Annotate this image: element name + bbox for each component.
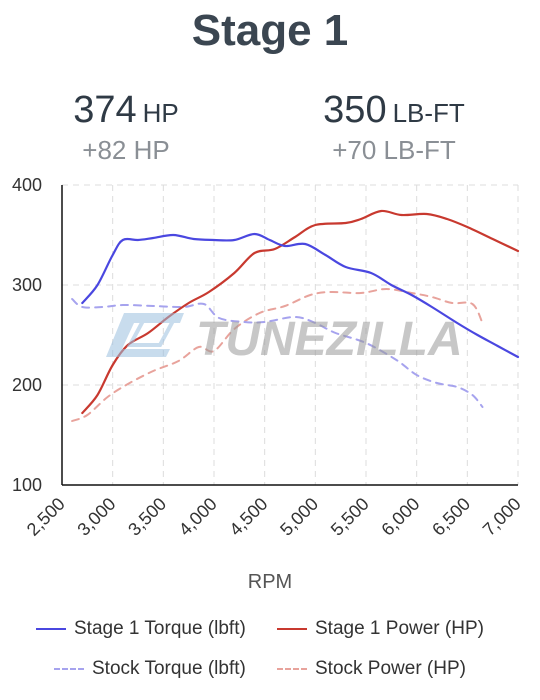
legend-swatch — [36, 628, 66, 630]
x-tick-label: 2,500 — [23, 494, 69, 540]
torque-value: 350 — [323, 89, 387, 131]
legend-swatch — [277, 668, 307, 670]
x-axis-title: RPM — [248, 571, 292, 593]
x-tick-label: 6,000 — [378, 494, 424, 540]
legend-label: Stock Torque (lbft) — [92, 658, 246, 679]
x-tick-label: 5,000 — [276, 494, 322, 540]
legend-item-stage1-torque[interactable]: Stage 1 Torque (lbft) — [36, 618, 246, 640]
x-tick-label: 7,000 — [479, 494, 525, 540]
x-tick-label: 4,000 — [175, 494, 221, 540]
legend-item-stage1-power[interactable]: Stage 1 Power (HP) — [277, 618, 484, 640]
legend-label: Stage 1 Power (HP) — [315, 618, 484, 639]
dyno-chart: 100 200 300 400 2,500 3,000 3,500 4,000 4,500 5,0… — [12, 175, 525, 593]
y-tick-label: 200 — [12, 375, 42, 395]
series-line-stock-torque — [71, 298, 484, 408]
torque-delta: +70 LB-FT — [332, 135, 456, 165]
y-tick-label: 400 — [12, 175, 42, 195]
x-tick-label: 3,000 — [74, 494, 120, 540]
series-line-stage1-torque — [81, 232, 520, 359]
legend-swatch — [277, 628, 307, 630]
legend-item-stock-power[interactable]: Stock Power (HP) — [277, 658, 466, 680]
hp-unit: HP — [142, 98, 179, 128]
hp-stat: 374 HP +82 HP — [26, 88, 226, 165]
series-line-stock-power — [71, 288, 484, 422]
x-tick-label: 4,500 — [226, 494, 272, 540]
legend-label: Stage 1 Torque (lbft) — [74, 618, 246, 639]
watermark-text: TUNEZILLA — [196, 313, 463, 365]
torque-stat: 350 LB-FT +70 LB-FT — [294, 88, 494, 165]
tunezilla-logo-mark — [106, 313, 184, 357]
legend-item-stock-torque[interactable]: Stock Torque (lbft) — [54, 658, 246, 680]
y-tick-label: 100 — [12, 475, 42, 495]
tunezilla-logo: TUNEZILLA — [106, 313, 463, 365]
torque-value-line: 350 LB-FT — [294, 88, 494, 135]
x-tick-label: 6,500 — [428, 494, 474, 540]
torque-unit: LB-FT — [392, 98, 465, 128]
hp-delta: +82 HP — [82, 135, 170, 165]
legend-swatch — [54, 668, 84, 670]
hp-value: 374 — [73, 89, 137, 131]
hp-value-line: 374 HP — [26, 88, 226, 135]
series-line-stage1-power — [81, 209, 520, 415]
x-tick-label: 3,500 — [124, 494, 170, 540]
y-tick-label: 300 — [12, 275, 42, 295]
page-title: Stage 1 — [191, 6, 349, 55]
legend-label: Stock Power (HP) — [315, 658, 466, 679]
x-tick-label: 5,500 — [327, 494, 373, 540]
